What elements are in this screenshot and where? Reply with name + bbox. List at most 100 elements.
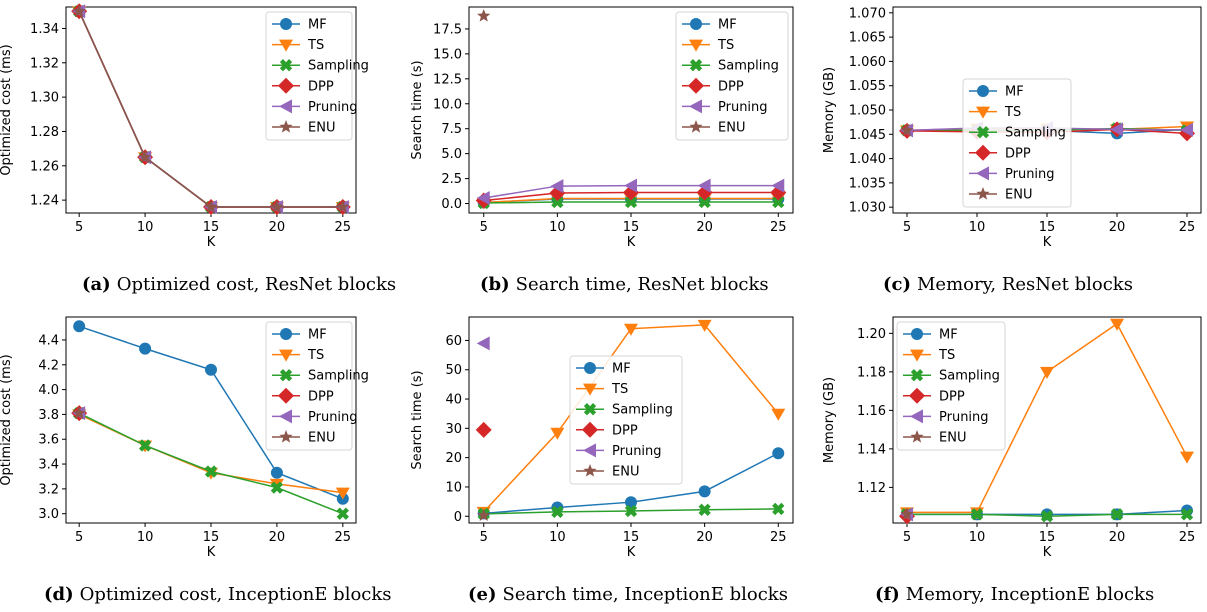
y-tick-label-f: 1.14 — [857, 442, 886, 457]
caption-label-f: (f) — [875, 584, 900, 605]
legend-marker-mf — [977, 85, 989, 97]
legend-label-mf: MF — [718, 18, 737, 33]
data-point-sampling — [1110, 508, 1124, 521]
legend-label-enu: ENU — [308, 431, 335, 446]
y-tick-label-e: 30 — [445, 422, 462, 437]
x-tick-label-e: 5 — [480, 530, 488, 545]
data-point-pruning — [624, 178, 637, 193]
caption-label-b: (b) — [480, 274, 510, 295]
y-tick-label-a: 1.24 — [30, 194, 59, 209]
legend-label-ts: TS — [307, 348, 324, 363]
x-tick-label-c: 10 — [969, 220, 986, 235]
legend-marker-enu — [689, 120, 703, 133]
x-tick-label-e: 15 — [623, 530, 640, 545]
legend-label-sampling: Sampling — [939, 369, 1000, 384]
legend-e: MF TS Sampling DPP Pruning ENU — [569, 355, 683, 485]
panel-e: 5 10 15 20 25 0 10 20 30 40 50 60 K Search time (s) MF… — [410, 316, 794, 560]
data-point-sampling — [138, 439, 152, 452]
caption-a: (a) Optimized cost, ResNet blocks — [82, 274, 396, 295]
y-tick-label-d: 3.8 — [38, 408, 59, 423]
panel-f: 5 10 15 20 25 1.12 1.14 1.16 1.18 1.20 K Memory (GB… — [822, 316, 1202, 560]
y-tick-label-e: 40 — [445, 393, 462, 408]
y-tick-label-b: 5.0 — [441, 147, 462, 162]
data-point-sampling — [698, 195, 711, 209]
data-point-ts — [771, 408, 786, 421]
data-point-sampling — [1040, 510, 1054, 523]
legend-marker-sampling — [689, 59, 703, 72]
data-point-pruning — [1110, 122, 1123, 137]
x-axis-label-a: K — [207, 235, 216, 250]
legend-label-enu: ENU — [308, 121, 335, 136]
y-tick-label-a: 1.32 — [30, 56, 59, 71]
data-point-ts — [335, 487, 350, 500]
legend-marker-sampling — [279, 369, 293, 382]
x-tick-label-d: 5 — [75, 530, 83, 545]
legend-marker-ts — [279, 39, 293, 52]
legend-marker-pruning — [976, 166, 989, 181]
x-tick-label-a: 15 — [203, 220, 220, 235]
y-tick-label-d: 3.6 — [38, 433, 59, 448]
x-tick-label-e: 10 — [549, 530, 566, 545]
legend-label-ts: TS — [717, 38, 734, 53]
x-tick-label-f: 5 — [903, 530, 911, 545]
legend-marker-ts — [583, 383, 597, 396]
legend-label-dpp: DPP — [308, 79, 334, 94]
legend-label-sampling: Sampling — [308, 59, 369, 74]
legend-marker-mf — [690, 18, 702, 30]
data-point-pruning — [476, 191, 490, 206]
y-tick-label-e: 50 — [445, 363, 462, 378]
legend-label-mf: MF — [939, 328, 958, 343]
x-tick-label-e: 25 — [770, 530, 787, 545]
legend-label-pruning: Pruning — [612, 444, 662, 459]
x-axis-label-d: K — [207, 545, 216, 560]
legend-label-enu: ENU — [612, 465, 639, 480]
data-point-sampling — [624, 504, 638, 518]
legend-label-sampling: Sampling — [718, 59, 779, 74]
y-tick-label-e: 20 — [445, 451, 462, 466]
x-tick-label-b: 10 — [549, 220, 566, 235]
caption-text-a: Optimized cost, ResNet blocks — [116, 274, 397, 295]
legend-label-mf: MF — [1005, 85, 1024, 100]
x-tick-label-a: 20 — [269, 220, 286, 235]
y-tick-label-a: 1.30 — [30, 91, 59, 106]
legend-marker-mf — [280, 328, 292, 340]
legend-marker-enu — [976, 187, 990, 200]
data-point-ts — [1110, 318, 1124, 331]
legend-label-mf: MF — [612, 362, 631, 377]
legend-label-sampling: Sampling — [612, 403, 673, 418]
caption-text-f: Memory, InceptionE blocks — [905, 584, 1155, 605]
y-tick-label-c: 1.030 — [849, 201, 886, 216]
data-point-ts — [624, 323, 638, 336]
x-tick-label-b: 5 — [480, 220, 488, 235]
legend-label-ts: TS — [938, 348, 955, 363]
legend-marker-dpp — [582, 421, 598, 438]
legend-marker-sampling — [583, 403, 597, 416]
data-point-enu — [477, 508, 491, 522]
data-point-ts — [1040, 366, 1054, 379]
panel-d: 5 10 15 20 25 3.0 3.2 3.4 3.6 3.8 4.0 4.2 4.4 K Optimi… — [0, 316, 369, 560]
y-tick-label-c: 1.055 — [849, 79, 886, 94]
y-axis-label-a: Optimized cost (ms) — [0, 44, 14, 175]
legend-marker-ts — [279, 349, 293, 362]
y-tick-label-c: 1.070 — [849, 6, 886, 21]
y-tick-label-b: 0.0 — [441, 197, 462, 212]
legend-marker-mf — [584, 362, 596, 374]
legend-marker-ts — [976, 106, 990, 119]
caption-b: (b) Search time, ResNet blocks — [480, 274, 769, 295]
y-axis-label-b: Search time (s) — [410, 60, 425, 159]
panel-c: 5 10 15 20 25 1.030 1.035 1.040 1.045 1.050 1.055 1… — [822, 6, 1202, 250]
y-tick-label-e: 60 — [445, 334, 462, 349]
legend-marker-pruning — [689, 99, 702, 114]
legend-label-sampling: Sampling — [308, 369, 369, 384]
legend-marker-dpp — [909, 387, 925, 404]
legend-label-ts: TS — [307, 38, 324, 53]
data-point-enu — [336, 199, 350, 213]
x-tick-label-c: 5 — [903, 220, 911, 235]
legend-label-dpp: DPP — [1005, 146, 1031, 161]
legend-marker-sampling — [279, 59, 293, 72]
x-axis-label-e: K — [627, 545, 636, 560]
legend-marker-enu — [910, 430, 924, 443]
caption-label-c: (c) — [883, 274, 911, 295]
x-tick-label-a: 5 — [75, 220, 83, 235]
